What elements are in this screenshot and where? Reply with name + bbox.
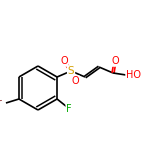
Text: S: S bbox=[68, 66, 74, 76]
Text: Br: Br bbox=[0, 98, 2, 108]
Text: O: O bbox=[60, 56, 68, 66]
Text: O: O bbox=[111, 56, 119, 66]
Text: O: O bbox=[71, 76, 79, 86]
Text: F: F bbox=[66, 104, 72, 114]
Text: HO: HO bbox=[126, 70, 141, 80]
